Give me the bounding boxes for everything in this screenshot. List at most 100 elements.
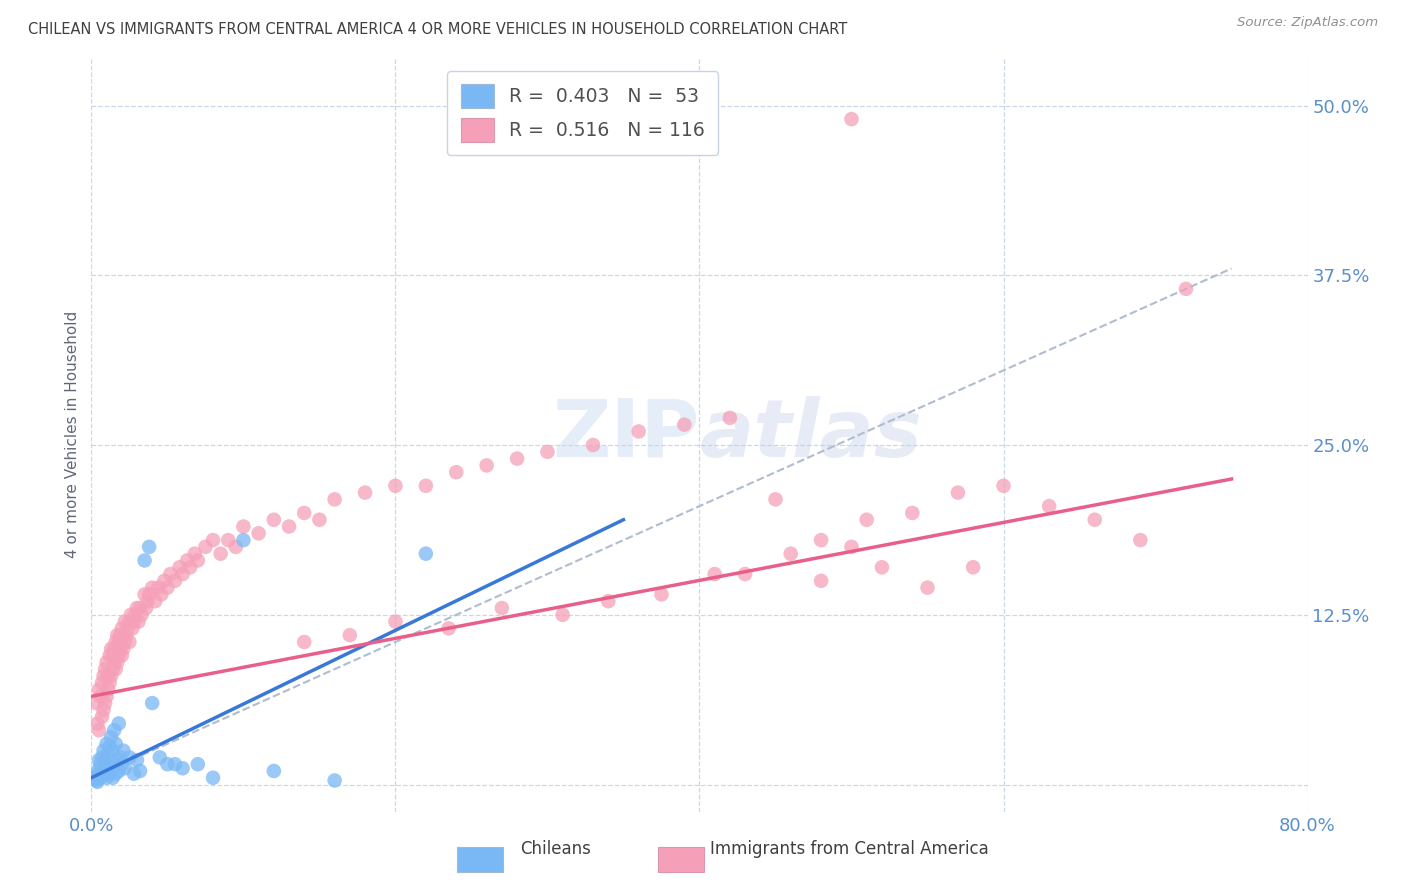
Point: [89, 690, 111, 704]
Point: [110, 628, 132, 642]
Point: [962, 560, 984, 574]
Point: [129, 601, 152, 615]
Point: [107, 648, 129, 663]
Point: [118, 635, 141, 649]
Point: [598, 594, 620, 608]
Point: [101, 648, 124, 663]
Point: [101, 743, 124, 757]
Point: [143, 594, 166, 608]
Text: Immigrants from Central America: Immigrants from Central America: [710, 840, 988, 858]
Point: [105, 753, 128, 767]
Point: [105, 628, 128, 642]
Point: [179, 560, 201, 574]
Point: [810, 574, 832, 588]
Point: [148, 581, 170, 595]
Point: [129, 764, 152, 778]
Point: [627, 425, 650, 439]
Point: [110, 750, 132, 764]
Point: [97, 764, 120, 778]
Point: [107, 764, 129, 778]
Point: [247, 526, 270, 541]
Point: [103, 641, 125, 656]
Point: [100, 669, 122, 683]
Point: [98, 739, 121, 754]
Point: [101, 662, 124, 676]
Point: [114, 761, 136, 775]
Point: [444, 465, 467, 479]
Point: [104, 737, 127, 751]
Point: [104, 635, 127, 649]
Point: [172, 761, 194, 775]
Point: [111, 648, 134, 663]
Y-axis label: 4 or more Vehicles in Household: 4 or more Vehicles in Household: [65, 311, 80, 558]
Point: [118, 750, 141, 764]
Point: [94, 753, 117, 767]
Point: [107, 716, 129, 731]
Point: [125, 753, 148, 767]
Point: [93, 669, 115, 683]
Point: [84, 696, 107, 710]
Point: [96, 757, 118, 772]
Point: [209, 547, 232, 561]
Point: [118, 615, 141, 629]
Point: [100, 641, 122, 656]
Point: [91, 764, 114, 778]
Point: [292, 635, 315, 649]
Point: [86, 775, 108, 789]
Point: [84, 773, 107, 788]
Point: [124, 607, 146, 622]
Point: [138, 540, 160, 554]
Point: [917, 581, 939, 595]
Point: [122, 615, 145, 629]
Point: [946, 485, 969, 500]
Point: [415, 479, 437, 493]
Point: [169, 560, 191, 574]
Point: [217, 533, 239, 547]
Point: [103, 757, 125, 772]
Point: [121, 621, 143, 635]
Point: [89, 771, 111, 785]
Point: [582, 438, 605, 452]
Point: [149, 750, 172, 764]
Point: [263, 764, 285, 778]
Point: [114, 615, 136, 629]
Point: [292, 506, 315, 520]
Point: [184, 547, 207, 561]
Point: [323, 492, 346, 507]
Point: [112, 743, 135, 757]
Point: [96, 656, 118, 670]
Point: [134, 587, 156, 601]
Point: [437, 621, 460, 635]
Point: [156, 757, 179, 772]
Point: [718, 410, 741, 425]
Point: [134, 553, 156, 567]
Point: [339, 628, 361, 642]
Point: [703, 567, 725, 582]
Point: [87, 682, 110, 697]
Point: [384, 479, 406, 493]
Point: [841, 540, 863, 554]
Point: [104, 766, 127, 780]
Text: CHILEAN VS IMMIGRANTS FROM CENTRAL AMERICA 4 OR MORE VEHICLES IN HOUSEHOLD CORRE: CHILEAN VS IMMIGRANTS FROM CENTRAL AMERI…: [28, 22, 848, 37]
Point: [765, 492, 787, 507]
Point: [125, 601, 148, 615]
Point: [120, 607, 142, 622]
Point: [122, 766, 145, 780]
Point: [779, 547, 801, 561]
Point: [111, 757, 134, 772]
Point: [323, 773, 346, 788]
Point: [114, 635, 136, 649]
Point: [86, 716, 108, 731]
Point: [96, 771, 118, 785]
Point: [117, 621, 139, 635]
Point: [103, 656, 125, 670]
Point: [263, 513, 285, 527]
Point: [112, 641, 135, 656]
Point: [87, 723, 110, 738]
Point: [98, 648, 121, 663]
Point: [232, 519, 254, 533]
Point: [870, 560, 893, 574]
Point: [187, 553, 209, 567]
Point: [111, 621, 134, 635]
Point: [87, 766, 110, 780]
